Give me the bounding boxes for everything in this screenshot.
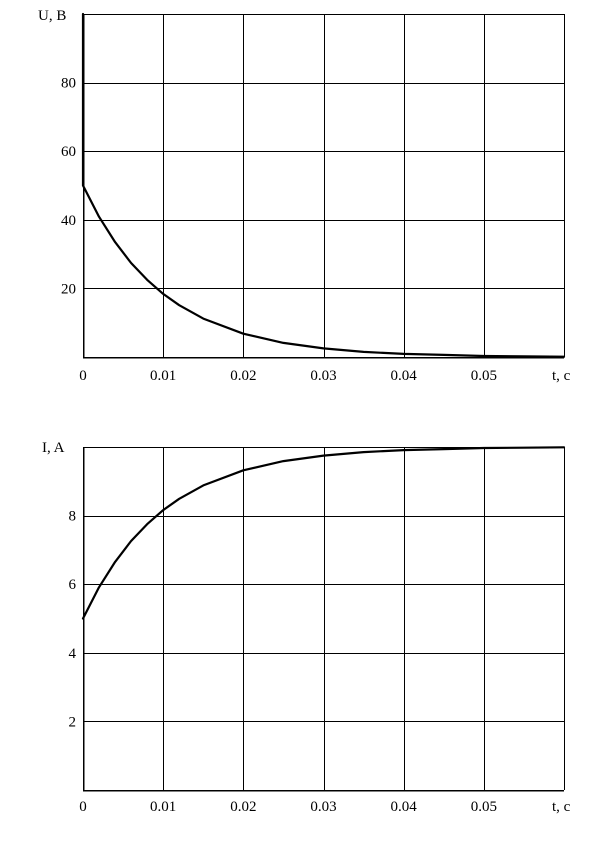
- current-x-tick-label: 0: [79, 799, 87, 815]
- current-x-tick-label: 0.03: [310, 799, 336, 815]
- voltage-y-tick-label: 20: [61, 281, 76, 297]
- current-x-tick-label: 0.05: [471, 799, 497, 815]
- current-y-axis-title: I, A: [42, 440, 65, 456]
- voltage-curve: [81, 12, 566, 358]
- current-x-tick-label: 0.02: [230, 799, 256, 815]
- voltage-y-tick-label: 40: [61, 213, 76, 229]
- voltage-y-tick-label: 60: [61, 144, 76, 160]
- current-x-axis-title: t, с: [552, 799, 571, 815]
- current-chart: 2 4 6 8 0 0.01 0.02 0.03 0.04 0.05 I, A t, с: [42, 440, 571, 815]
- current-y-tick-label: 8: [69, 509, 77, 525]
- current-x-tick-label: 0.01: [150, 799, 176, 815]
- current-y-tick-label: 4: [69, 646, 77, 662]
- voltage-chart: 20 40 60 80 0 0.01 0.02 0.03 0.04 0.05 U, В t, с: [38, 8, 571, 384]
- voltage-x-tick-label: 0.03: [310, 368, 336, 384]
- voltage-x-tick-label: 0.02: [230, 368, 256, 384]
- current-curve: [81, 446, 566, 620]
- current-y-tick-label: 2: [69, 714, 77, 730]
- voltage-x-tick-label: 0.04: [391, 368, 418, 384]
- voltage-x-axis-title: t, с: [552, 368, 571, 384]
- voltage-y-tick-label: 80: [61, 76, 76, 92]
- voltage-x-tick-label: 0: [79, 368, 87, 384]
- current-y-tick-label: 6: [69, 577, 77, 593]
- voltage-x-tick-label: 0.01: [150, 368, 176, 384]
- voltage-y-axis-title: U, В: [38, 8, 66, 24]
- current-x-tick-label: 0.04: [391, 799, 418, 815]
- voltage-x-tick-label: 0.05: [471, 368, 497, 384]
